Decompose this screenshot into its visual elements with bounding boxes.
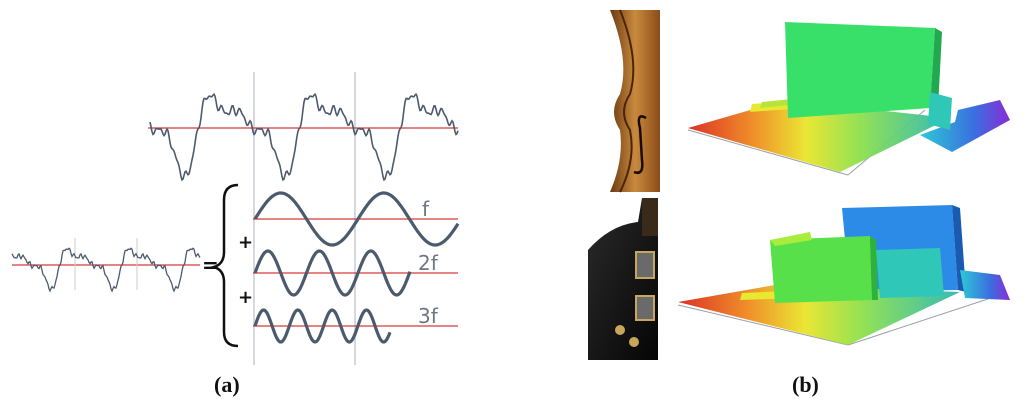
plus-sign-2: + bbox=[238, 287, 253, 308]
sine-wave-3f bbox=[253, 308, 392, 344]
violin-image bbox=[610, 9, 660, 193]
caption-a: (a) bbox=[214, 372, 240, 397]
sine-wave-f bbox=[253, 191, 460, 247]
axis-front-2 bbox=[677, 304, 849, 346]
caption-b: (b) bbox=[792, 372, 819, 397]
guitar-image bbox=[588, 198, 658, 360]
axis-side-2 bbox=[847, 294, 1001, 346]
violin-spectrum-3d bbox=[687, 22, 1010, 176]
complex-waveform-small bbox=[11, 247, 201, 293]
spectra-figure bbox=[588, 9, 1010, 360]
harmonics-diagram: = + + f 2f 3f bbox=[11, 72, 460, 365]
axis-front bbox=[687, 129, 849, 176]
panel-b-spectra: (b) bbox=[580, 0, 1030, 405]
harmonic-label-2f: 2f bbox=[418, 251, 439, 275]
guitar-spectrum-3d bbox=[677, 205, 1010, 346]
curly-brace bbox=[209, 183, 239, 348]
plus-sign-1: + bbox=[238, 232, 253, 253]
harmonic-label-f: f bbox=[422, 197, 430, 221]
complex-waveform-large bbox=[149, 92, 459, 182]
harmonic-label-3f: 3f bbox=[418, 304, 439, 328]
sine-wave-2f bbox=[253, 249, 412, 297]
panel-a-harmonics: = + + f 2f 3f (a) bbox=[0, 0, 480, 405]
equals-sign: = bbox=[202, 253, 219, 277]
